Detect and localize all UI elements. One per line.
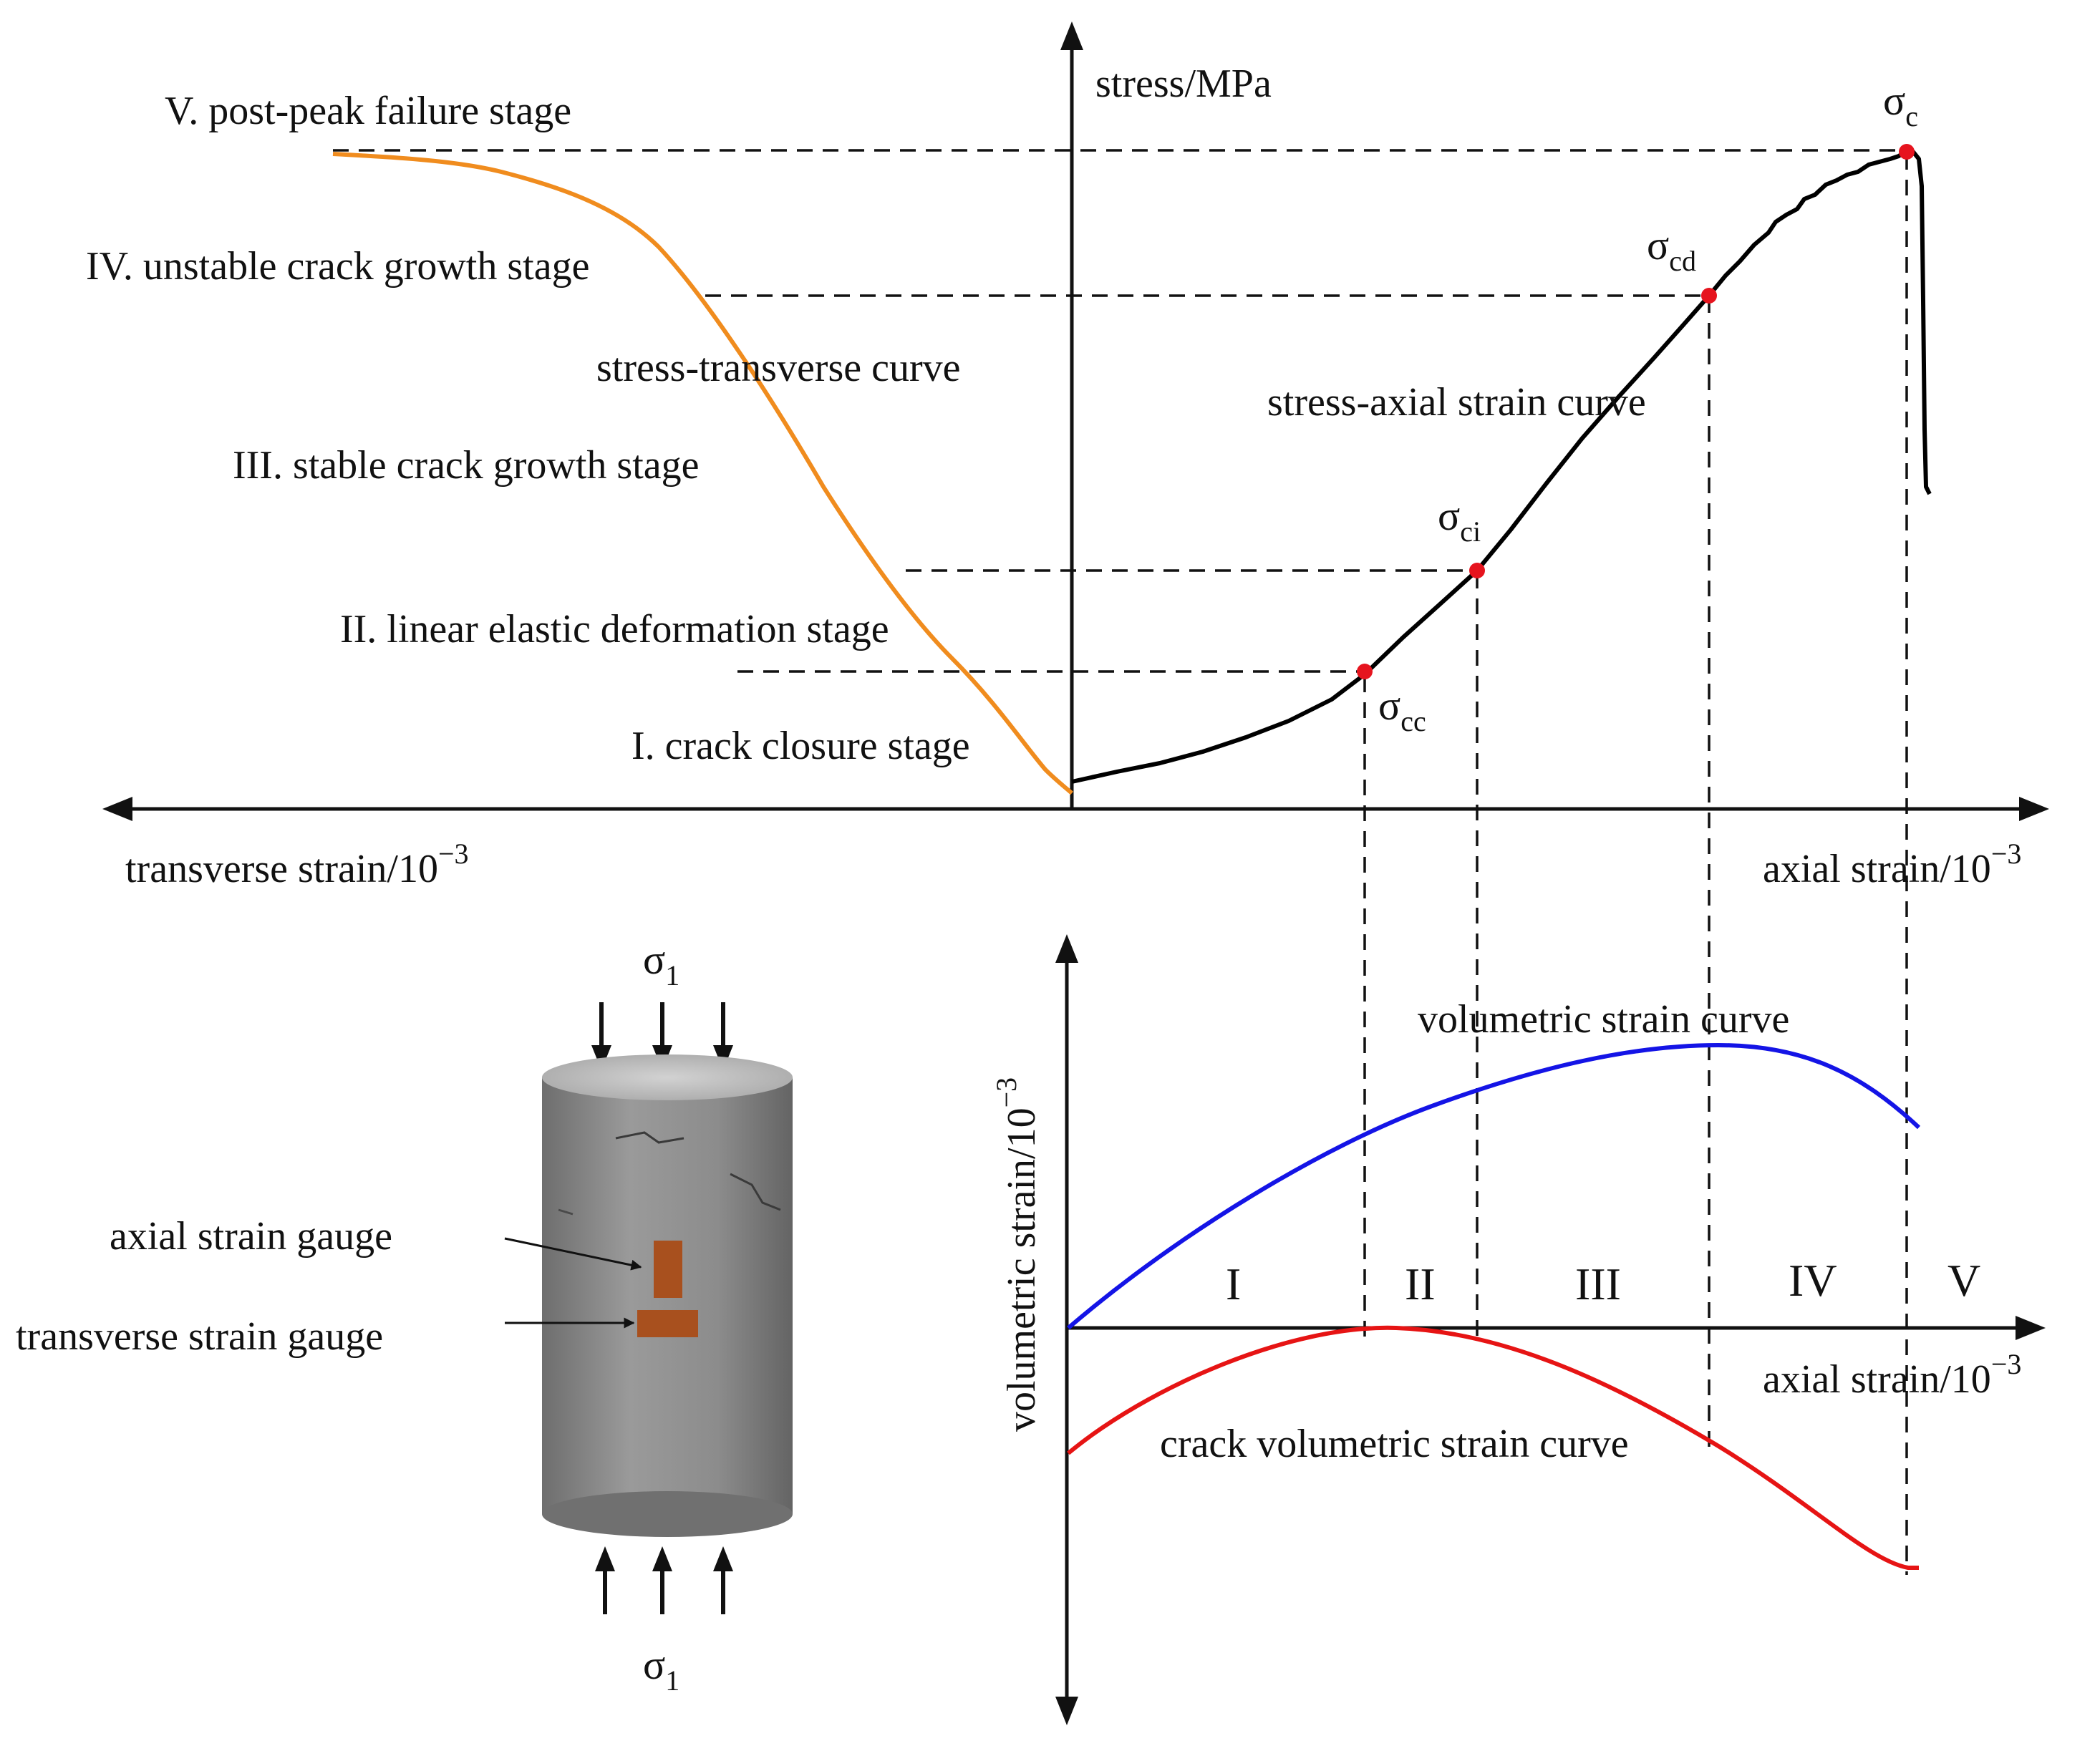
top-load-label: σ1 bbox=[643, 936, 679, 991]
point-sigma-ci bbox=[1469, 563, 1485, 578]
top-y-axis-arrowhead bbox=[1060, 21, 1083, 50]
horizontal-threshold-guides bbox=[333, 149, 1905, 673]
point-sigma-c bbox=[1899, 144, 1915, 160]
crack-volumetric-strain-curve bbox=[1067, 1325, 1919, 1570]
label-sigma-c: σc bbox=[1883, 77, 1918, 132]
top-x-axis-right-label: axial strain/10−3 bbox=[1763, 838, 2021, 891]
bottom-chart: I II III IV V volumetric strain curve cr… bbox=[990, 934, 2046, 1725]
cylinder-top bbox=[542, 1054, 793, 1100]
bottom-arrowhead-center bbox=[652, 1546, 672, 1571]
stage-label-4: IV. unstable crack growth stage bbox=[86, 244, 589, 288]
surface-crack-2 bbox=[730, 1173, 781, 1211]
stress-axial-strain-curve-label: stress-axial strain curve bbox=[1267, 380, 1646, 425]
label-sigma-cd: σcd bbox=[1647, 222, 1696, 277]
bottom-y-axis-label: volumetric strain/10−3 bbox=[990, 1077, 1044, 1432]
axial-gauge-leader bbox=[504, 1237, 642, 1271]
bottom-y-axis-bottom-arrowhead bbox=[1055, 1697, 1078, 1725]
region-label-5: V bbox=[1947, 1255, 1980, 1306]
top-x-axis-right-arrowhead bbox=[2019, 797, 2049, 821]
top-x-axis-left-arrowhead bbox=[102, 797, 132, 821]
axial-strain-gauge bbox=[654, 1241, 682, 1298]
vertical-threshold-guides bbox=[1363, 154, 1908, 1575]
stage-label-3: III. stable crack growth stage bbox=[233, 443, 700, 488]
bottom-x-axis-arrowhead bbox=[2016, 1316, 2046, 1340]
bottom-x-axis-label: axial strain/10−3 bbox=[1763, 1348, 2021, 1402]
volumetric-strain-curve-label: volumetric strain curve bbox=[1418, 997, 1789, 1042]
region-label-3: III bbox=[1575, 1259, 1621, 1309]
cylinder-bottom bbox=[542, 1491, 793, 1537]
stage-label-2: II. linear elastic deformation stage bbox=[340, 607, 889, 651]
label-sigma-ci: σci bbox=[1438, 493, 1481, 548]
bottom-arrowhead-right bbox=[713, 1546, 733, 1571]
stage-label-1: I. crack closure stage bbox=[632, 724, 970, 768]
bottom-y-axis-top-arrowhead bbox=[1055, 934, 1078, 963]
region-label-4: IV bbox=[1789, 1255, 1837, 1306]
axial-gauge-label: axial strain gauge bbox=[110, 1214, 392, 1259]
top-chart: σcc σci σcd σc stress/MPa transverse str… bbox=[86, 21, 2049, 1575]
volumetric-strain-curve bbox=[1067, 1042, 1921, 1330]
bottom-arrowhead-left bbox=[595, 1546, 615, 1571]
top-y-axis-label: stress/MPa bbox=[1095, 62, 1272, 106]
stage-label-5: V. post-peak failure stage bbox=[165, 89, 571, 133]
crack-volumetric-strain-curve-label: crack volumetric strain curve bbox=[1160, 1422, 1629, 1466]
transverse-strain-gauge bbox=[637, 1310, 698, 1337]
region-label-2: II bbox=[1405, 1259, 1436, 1309]
stress-transverse-curve bbox=[332, 152, 1073, 795]
stress-axial-strain-curve bbox=[1071, 148, 1932, 784]
top-x-axis-left-label: transverse strain/10−3 bbox=[125, 838, 469, 891]
label-sigma-cc: σcc bbox=[1378, 682, 1426, 737]
surface-crack-3 bbox=[558, 1208, 574, 1216]
region-label-1: I bbox=[1226, 1259, 1241, 1309]
point-sigma-cc bbox=[1357, 664, 1373, 679]
transverse-gauge-label: transverse strain gauge bbox=[16, 1314, 383, 1359]
point-sigma-cd bbox=[1701, 288, 1717, 304]
stress-transverse-curve-label: stress-transverse curve bbox=[596, 346, 960, 390]
surface-crack-1 bbox=[615, 1131, 684, 1144]
bottom-load-label: σ1 bbox=[643, 1641, 679, 1697]
top-arrowhead-left bbox=[591, 1045, 611, 1070]
rock-specimen: σ1 axial strain gauge transverse strain … bbox=[16, 936, 793, 1697]
